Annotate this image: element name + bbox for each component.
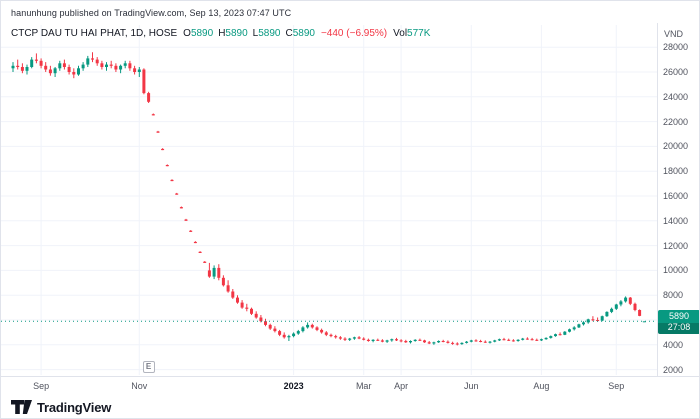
ohlc-pair: H 5890 <box>218 28 247 39</box>
price-tick-label: 16000 <box>663 191 689 201</box>
symbol-title: CTCP DAU TU HAI PHAT, 1D, HOSE <box>11 28 178 39</box>
time-tick-label: 2023 <box>283 381 304 391</box>
ohlc-value: 5890 <box>190 28 214 39</box>
volume-value: 577K <box>407 28 431 39</box>
price-tick-label: 10000 <box>663 265 689 276</box>
volume-readout: Vol 577K <box>393 28 430 39</box>
price-tick-label: 22000 <box>663 116 689 127</box>
ohlc-values: O 5890 H 5890 L 5890 C 5890 <box>183 28 315 39</box>
price-scale-border <box>657 23 658 376</box>
price-tick-label: 20000 <box>663 141 689 152</box>
currency-label: VND <box>664 29 684 39</box>
price-tick-label: 14000 <box>663 215 689 226</box>
ohlc-letter: O <box>183 28 191 39</box>
ohlc-pair: C 5890 <box>285 28 314 39</box>
volume-label: Vol <box>393 28 408 39</box>
last-price-value: 5890 <box>658 310 699 324</box>
ohlc-pair: O 5890 <box>183 28 213 39</box>
price-tick-label: 4000 <box>663 339 684 350</box>
price-tick-label: 26000 <box>663 67 689 77</box>
ohlc-letter: H <box>218 28 226 39</box>
time-tick-label: Sep <box>33 381 50 391</box>
earnings-marker[interactable]: E <box>142 361 155 373</box>
time-scale-border <box>1 376 699 377</box>
time-tick-label: Aug <box>533 381 550 391</box>
ohlc-value: 5890 <box>225 28 248 39</box>
price-tick-label: 12000 <box>663 240 689 251</box>
time-tick-label: Nov <box>131 381 148 391</box>
legend: CTCP DAU TU HAI PHAT, 1D, HOSE O 5890 H 589… <box>11 28 430 39</box>
price-tick-label: 2000 <box>663 364 684 375</box>
change-value: −440 (−6.95%) <box>320 28 388 39</box>
time-tick-label: Jun <box>464 381 479 391</box>
ohlc-letter: C <box>285 28 293 39</box>
time-tick-label: Sep <box>608 381 625 391</box>
price-tick-label: 8000 <box>663 290 684 301</box>
time-tick-label: Apr <box>394 381 409 391</box>
footer: TradingView <box>11 397 111 417</box>
time-tick-label: Mar <box>355 381 372 391</box>
tradingview-wordmark[interactable]: TradingView <box>37 399 112 415</box>
price-tick-label: 28000 <box>663 42 689 53</box>
price-tick-label: 18000 <box>663 166 689 177</box>
ohlc-value: 5890 <box>258 28 281 39</box>
last-price-label: 5890 27:08 <box>658 310 699 335</box>
ohlc-value: 5890 <box>292 28 315 39</box>
attribution-text: hanunhung published on TradingView.com, … <box>11 8 292 18</box>
bar-countdown: 27:08 <box>658 323 699 335</box>
ohlc-pair: L 5890 <box>253 28 281 39</box>
tradingview-logo-icon[interactable] <box>11 400 32 414</box>
ohlc-letter: L <box>252 28 259 39</box>
price-tick-label: 24000 <box>663 91 689 102</box>
